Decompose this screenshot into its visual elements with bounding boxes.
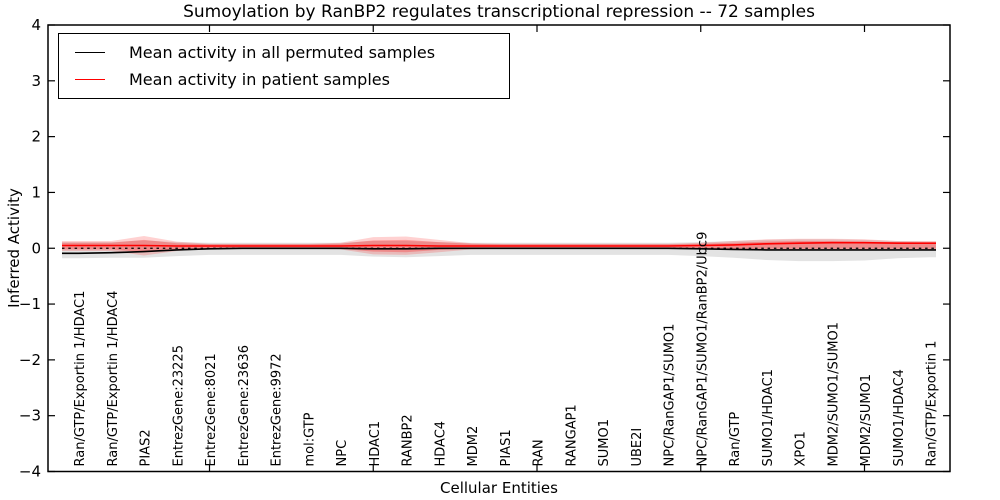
y-tick-label: 1 [31,183,41,201]
y-tick-label: −2 [19,351,41,369]
legend-line-black-icon [75,51,105,53]
y-tick-label: 3 [31,72,41,90]
legend-box: Mean activity in all permuted samples Me… [58,33,510,99]
y-axis-label: Inferred Activity [5,188,23,308]
x-category-label: mol:GTP [302,412,317,466]
x-category-label: SUMO1 [597,419,612,467]
x-category-label: UBE2I [630,428,645,467]
x-category-label: Ran/GTP/Exportin 1 [925,341,940,467]
legend-entry-patient: Mean activity in patient samples [59,70,509,89]
x-category-label: PIAS2 [139,429,154,466]
x-category-label: SUMO1/HDAC4 [892,369,907,466]
y-tick-label: 0 [31,239,41,257]
x-category-label: EntrezGene:23225 [171,345,186,466]
x-category-label: SUMO1/HDAC1 [761,369,776,466]
x-category-label: XPO1 [794,431,809,466]
x-category-label: MDM2/SUMO1/SUMO1 [826,322,841,466]
x-category-label: MDM2 [466,426,481,467]
x-category-label: HDAC4 [433,421,448,467]
legend-entry-permuted: Mean activity in all permuted samples [59,43,509,62]
x-category-label: EntrezGene:8021 [204,353,219,466]
legend-line-red-icon [75,79,105,81]
x-category-label: NPC/RanGAP1/SUMO1/RanBP2/Ubc9 [695,232,710,467]
x-category-label: MDM2/SUMO1 [859,374,874,467]
y-tick-label: 4 [31,16,41,34]
x-category-label: NPC/RanGAP1/SUMO1 [663,324,678,467]
x-category-label: NPC [335,440,350,467]
y-tick-label: −4 [19,463,41,481]
chart-title: Sumoylation by RanBP2 regulates transcri… [183,2,815,22]
x-category-label: EntrezGene:9972 [270,353,285,466]
x-category-label: EntrezGene:23636 [237,345,252,466]
x-category-label: HDAC1 [368,421,383,467]
x-category-label: Ran/GTP [728,412,743,467]
x-category-label: RANBP2 [401,414,416,466]
x-category-label: RANGAP1 [564,404,579,466]
x-category-label: PIAS1 [499,429,514,466]
x-category-label: RAN [532,439,547,466]
legend-label-patient: Mean activity in patient samples [129,70,390,90]
x-category-label: Ran/GTP/Exportin 1/HDAC4 [106,291,121,467]
x-category-label: Ran/GTP/Exportin 1/HDAC1 [73,291,88,467]
x-axis-label: Cellular Entities [440,479,558,497]
legend-label-permuted: Mean activity in all permuted samples [129,42,436,62]
y-tick-label: −1 [19,295,41,313]
y-tick-label: −3 [19,407,41,425]
y-tick-label: 2 [31,128,41,146]
mean-line-patient [62,241,936,247]
